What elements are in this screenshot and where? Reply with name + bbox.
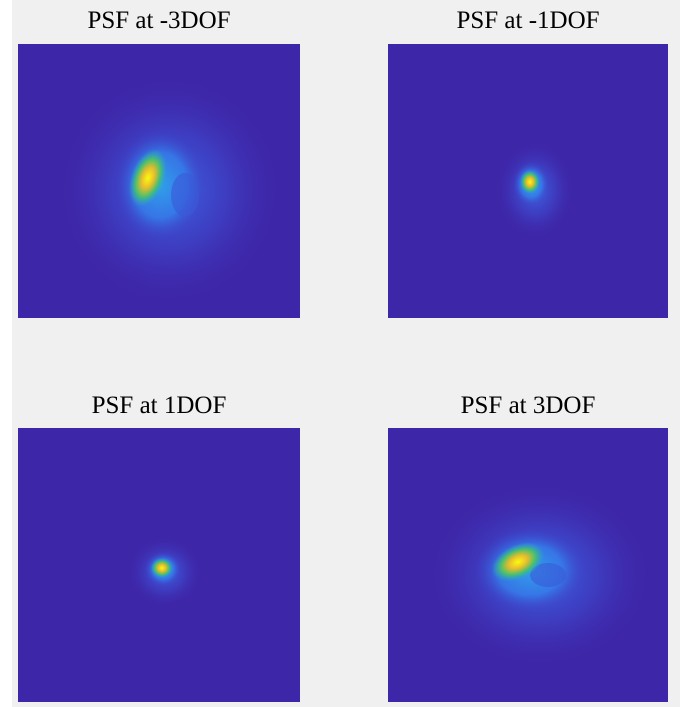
psf-image [18,428,300,702]
panel-title: PSF at 1DOF [92,392,227,419]
panel-title: PSF at 3DOF [461,392,596,419]
panel-title: PSF at -1DOF [456,7,599,34]
psf-image [388,428,668,702]
psf-image [18,44,300,318]
psf-image [388,44,668,318]
panel-title: PSF at -3DOF [87,7,230,34]
